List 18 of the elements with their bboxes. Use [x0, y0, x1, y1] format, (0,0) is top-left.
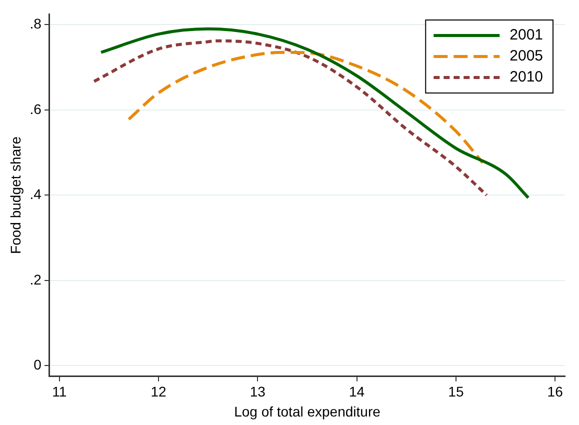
legend-label: 2005: [510, 48, 544, 65]
x-axis-title: Log of total expenditure: [234, 403, 381, 420]
x-tick-label: 16: [547, 384, 564, 400]
y-tick-label: 0: [34, 356, 42, 373]
x-tick-label: 13: [250, 384, 266, 400]
y-tick-label: .8: [30, 16, 42, 32]
y-tick-label: .2: [30, 271, 42, 288]
x-tick-label: 11: [52, 384, 67, 400]
legend-label: 2001: [510, 26, 544, 44]
y-tick-label: .4: [30, 186, 42, 202]
legend-label: 2010: [510, 68, 544, 86]
line-series: [92, 39, 488, 197]
y-axis-title: Food budget share: [7, 136, 24, 254]
x-tick-label: 12: [150, 384, 167, 400]
x-tick-label: 15: [448, 384, 464, 400]
y-tick-label: .6: [30, 100, 42, 117]
line-series: [127, 50, 484, 164]
x-tick-label: 14: [349, 384, 365, 400]
